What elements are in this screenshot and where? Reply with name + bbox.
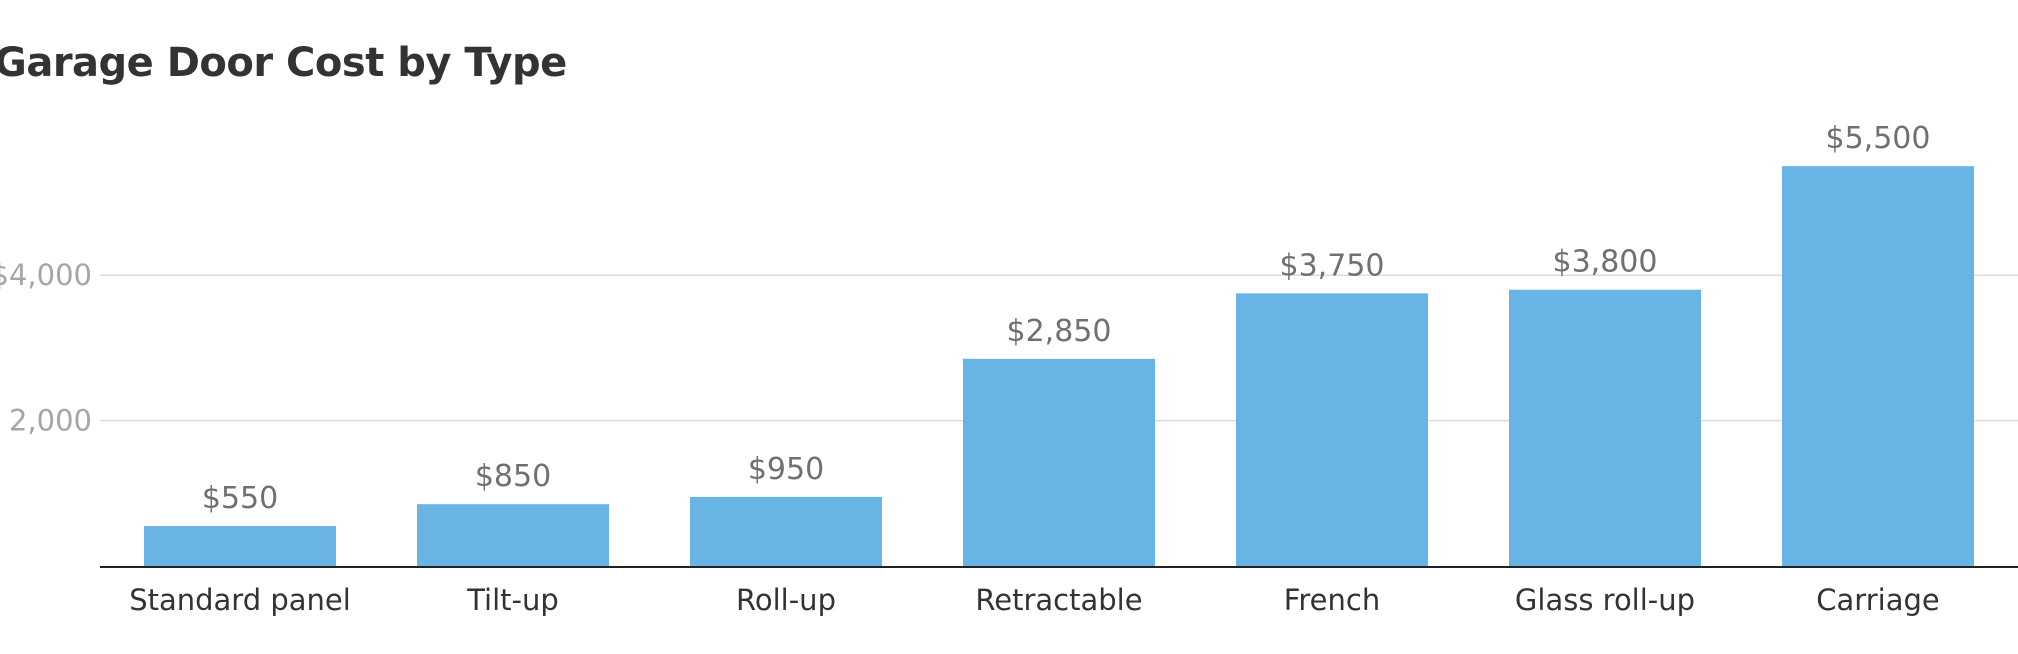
x-tick-label: Retractable xyxy=(975,583,1142,617)
bar xyxy=(1509,289,1701,566)
y-tick-label: 2,000 xyxy=(9,404,92,438)
data-label: $550 xyxy=(202,481,278,516)
x-tick-label: French xyxy=(1284,583,1380,617)
bar xyxy=(963,358,1155,566)
bar xyxy=(1236,293,1428,566)
x-tick-label: Roll-up xyxy=(736,583,836,617)
chart-title: Garage Door Cost by Type xyxy=(0,40,567,86)
x-tick-label: Standard panel xyxy=(129,583,351,617)
data-label: $5,500 xyxy=(1826,121,1931,156)
x-tick-label: Carriage xyxy=(1816,583,1939,617)
data-label: $850 xyxy=(475,459,551,494)
bar xyxy=(690,496,882,566)
data-label: $3,750 xyxy=(1280,248,1385,283)
x-axis: Standard panel Tilt-up Roll-up Retractable F… xyxy=(100,566,2018,617)
bars xyxy=(144,166,1974,566)
data-label: $950 xyxy=(748,452,824,487)
x-tick-label: Glass roll-up xyxy=(1515,583,1695,617)
bar xyxy=(417,504,609,566)
data-labels: $550 $850 $950 $2,850 $3,750 $3,800 $5,500 xyxy=(202,121,1931,516)
bar xyxy=(1782,166,1974,566)
bar xyxy=(144,526,336,566)
data-label: $3,800 xyxy=(1553,245,1658,280)
x-tick-label: Tilt-up xyxy=(466,583,559,617)
y-tick-label: $4,000 xyxy=(0,258,92,292)
data-label: $2,850 xyxy=(1007,314,1112,349)
